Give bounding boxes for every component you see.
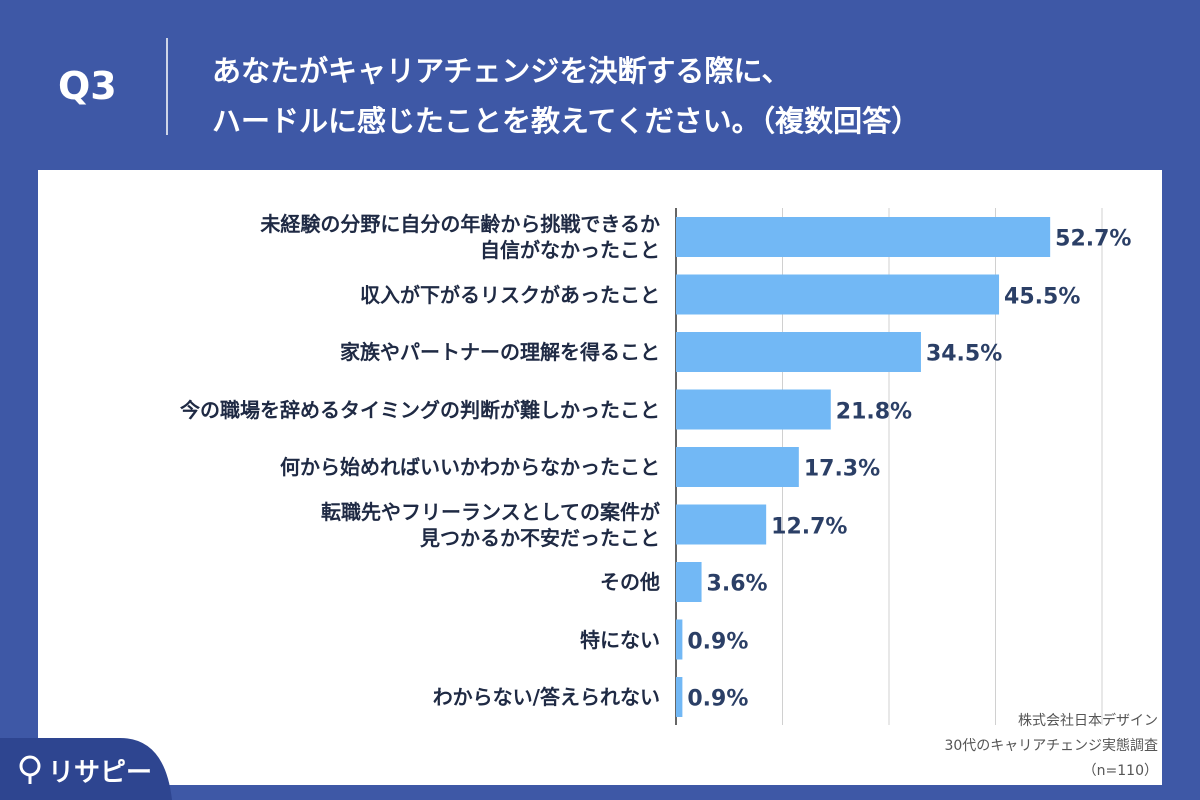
- value-label: 12.7%: [771, 514, 848, 539]
- category-label: 何から始めればいいかわからなかったこと: [280, 455, 660, 479]
- category-label: 収入が下がるリスクがあったこと: [360, 282, 660, 307]
- category-label: その他: [600, 570, 660, 594]
- value-label: 0.9%: [687, 629, 749, 654]
- bar: [676, 447, 799, 487]
- bar: [676, 504, 767, 545]
- category-label: 今の職場を辞めるタイミングの判断が難しかったこと: [180, 397, 660, 422]
- value-label: 34.5%: [925, 341, 1003, 367]
- logo-text: リサピー: [48, 758, 153, 788]
- bar: [676, 332, 921, 372]
- panel: [38, 170, 1162, 785]
- category-label: 転職先やフリーランスとしての案件が 見つかるか不安だったこと: [321, 499, 660, 550]
- category-label: 未経験の分野に自分の年齢から挑戦できるか 自信がなかったこと: [260, 212, 660, 262]
- bar: [676, 274, 1000, 315]
- category-label: 家族やパートナーの理解を得ること: [340, 340, 660, 364]
- bar: [676, 619, 683, 660]
- value-label: 3.6%: [706, 571, 768, 597]
- logo-tab: [0, 738, 172, 800]
- source-note: 株式会社日本デザイン: [1018, 713, 1158, 729]
- bar: [676, 217, 1051, 257]
- bar: [676, 677, 683, 717]
- value-label: 52.7%: [1055, 226, 1132, 252]
- bar: [676, 389, 831, 430]
- source-note: 30代のキャリアチェンジ実態調査: [944, 738, 1158, 754]
- source-note: （n=110）: [1082, 763, 1158, 779]
- value-label: 45.5%: [1004, 284, 1081, 309]
- category-label: わからない/答えられない: [432, 685, 660, 709]
- category-label: 特にない: [580, 627, 660, 652]
- value-label: 0.9%: [687, 686, 749, 712]
- value-label: 21.8%: [835, 399, 913, 424]
- value-label: 17.3%: [803, 456, 881, 482]
- bar: [676, 562, 702, 602]
- question-number: Q3: [58, 64, 117, 108]
- chart-title: あなたがキャリアチェンジを決断する際に、 ハードルに感じたことを教えてください。…: [212, 54, 921, 138]
